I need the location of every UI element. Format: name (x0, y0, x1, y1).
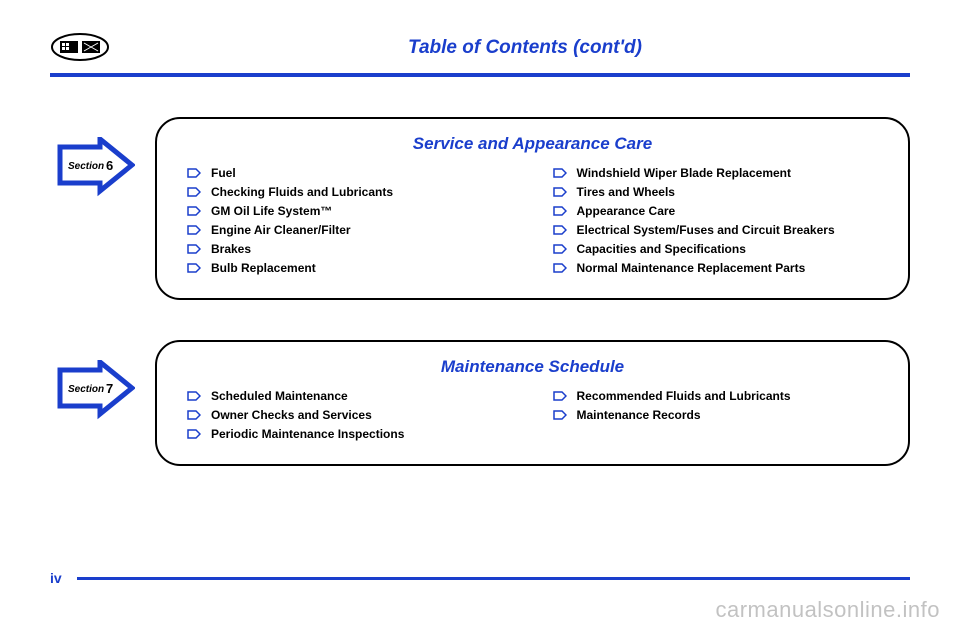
page-title: Table of Contents (cont'd) (140, 37, 910, 59)
section-row: Section 7 Maintenance Schedule Scheduled… (50, 340, 910, 466)
bullet-icon (187, 168, 201, 178)
bullet-icon (187, 263, 201, 273)
bullet-icon (553, 244, 567, 254)
content-box: Maintenance Schedule Scheduled Maintenan… (155, 340, 910, 466)
toc-item[interactable]: Engine Air Cleaner/Filter (187, 223, 513, 237)
svg-text:6: 6 (106, 158, 113, 173)
toc-item-label: Normal Maintenance Replacement Parts (577, 261, 806, 275)
toc-item[interactable]: Windshield Wiper Blade Replacement (553, 166, 879, 180)
section-title[interactable]: Service and Appearance Care (187, 134, 878, 154)
content-box: Service and Appearance Care Fuel Checkin… (155, 117, 910, 300)
toc-item-label: Recommended Fluids and Lubricants (577, 389, 791, 403)
corvette-logo (50, 30, 110, 65)
bullet-icon (187, 206, 201, 216)
toc-item-label: Capacities and Specifications (577, 242, 746, 256)
bullet-icon (553, 263, 567, 273)
toc-item[interactable]: Brakes (187, 242, 513, 256)
svg-text:7: 7 (106, 381, 113, 396)
bullet-icon (187, 391, 201, 401)
bullet-icon (187, 225, 201, 235)
section-arrow-badge: Section 7 (50, 360, 135, 430)
toc-item[interactable]: Tires and Wheels (553, 185, 879, 199)
toc-item-label: Tires and Wheels (577, 185, 675, 199)
toc-item[interactable]: Electrical System/Fuses and Circuit Brea… (553, 223, 879, 237)
toc-item-label: GM Oil Life System™ (211, 204, 332, 218)
bullet-icon (187, 429, 201, 439)
bullet-icon (553, 206, 567, 216)
toc-item-label: Owner Checks and Services (211, 408, 372, 422)
bullet-icon (553, 187, 567, 197)
toc-item-label: Maintenance Records (577, 408, 701, 422)
toc-item-label: Scheduled Maintenance (211, 389, 348, 403)
toc-item[interactable]: GM Oil Life System™ (187, 204, 513, 218)
watermark: carmanualsonline.info (715, 597, 940, 623)
toc-item[interactable]: Owner Checks and Services (187, 408, 513, 422)
bullet-icon (553, 410, 567, 420)
toc-item[interactable]: Recommended Fluids and Lubricants (553, 389, 879, 403)
toc-item-label: Brakes (211, 242, 251, 256)
bullet-icon (187, 410, 201, 420)
section-row: Section 6 Service and Appearance Care Fu… (50, 117, 910, 300)
bullet-icon (553, 168, 567, 178)
page-header: Table of Contents (cont'd) (50, 30, 910, 65)
toc-item[interactable]: Checking Fluids and Lubricants (187, 185, 513, 199)
toc-item-label: Fuel (211, 166, 236, 180)
columns: Scheduled Maintenance Owner Checks and S… (187, 389, 878, 446)
svg-text:Section: Section (68, 384, 104, 395)
toc-item[interactable]: Scheduled Maintenance (187, 389, 513, 403)
toc-item-label: Periodic Maintenance Inspections (211, 427, 404, 441)
column-left: Fuel Checking Fluids and Lubricants GM O… (187, 166, 513, 280)
svg-text:Section: Section (68, 161, 104, 172)
toc-item[interactable]: Maintenance Records (553, 408, 879, 422)
columns: Fuel Checking Fluids and Lubricants GM O… (187, 166, 878, 280)
header-rule (50, 73, 910, 77)
toc-item[interactable]: Normal Maintenance Replacement Parts (553, 261, 879, 275)
bullet-icon (553, 391, 567, 401)
section-arrow-badge: Section 6 (50, 137, 135, 207)
bullet-icon (553, 225, 567, 235)
footer-rule (77, 577, 910, 580)
toc-item-label: Checking Fluids and Lubricants (211, 185, 393, 199)
toc-item[interactable]: Fuel (187, 166, 513, 180)
toc-item-label: Appearance Care (577, 204, 676, 218)
bullet-icon (187, 187, 201, 197)
page-footer: iv (50, 570, 910, 586)
toc-item-label: Electrical System/Fuses and Circuit Brea… (577, 223, 835, 237)
column-right: Windshield Wiper Blade Replacement Tires… (553, 166, 879, 280)
bullet-icon (187, 244, 201, 254)
toc-item-label: Engine Air Cleaner/Filter (211, 223, 351, 237)
column-left: Scheduled Maintenance Owner Checks and S… (187, 389, 513, 446)
toc-item[interactable]: Periodic Maintenance Inspections (187, 427, 513, 441)
toc-item[interactable]: Appearance Care (553, 204, 879, 218)
toc-item-label: Windshield Wiper Blade Replacement (577, 166, 792, 180)
section-title[interactable]: Maintenance Schedule (187, 357, 878, 377)
column-right: Recommended Fluids and Lubricants Mainte… (553, 389, 879, 446)
section-badge: Section 7 (50, 360, 135, 430)
toc-item[interactable]: Capacities and Specifications (553, 242, 879, 256)
section-badge: Section 6 (50, 137, 135, 207)
page-number: iv (50, 570, 62, 586)
toc-item[interactable]: Bulb Replacement (187, 261, 513, 275)
toc-item-label: Bulb Replacement (211, 261, 316, 275)
